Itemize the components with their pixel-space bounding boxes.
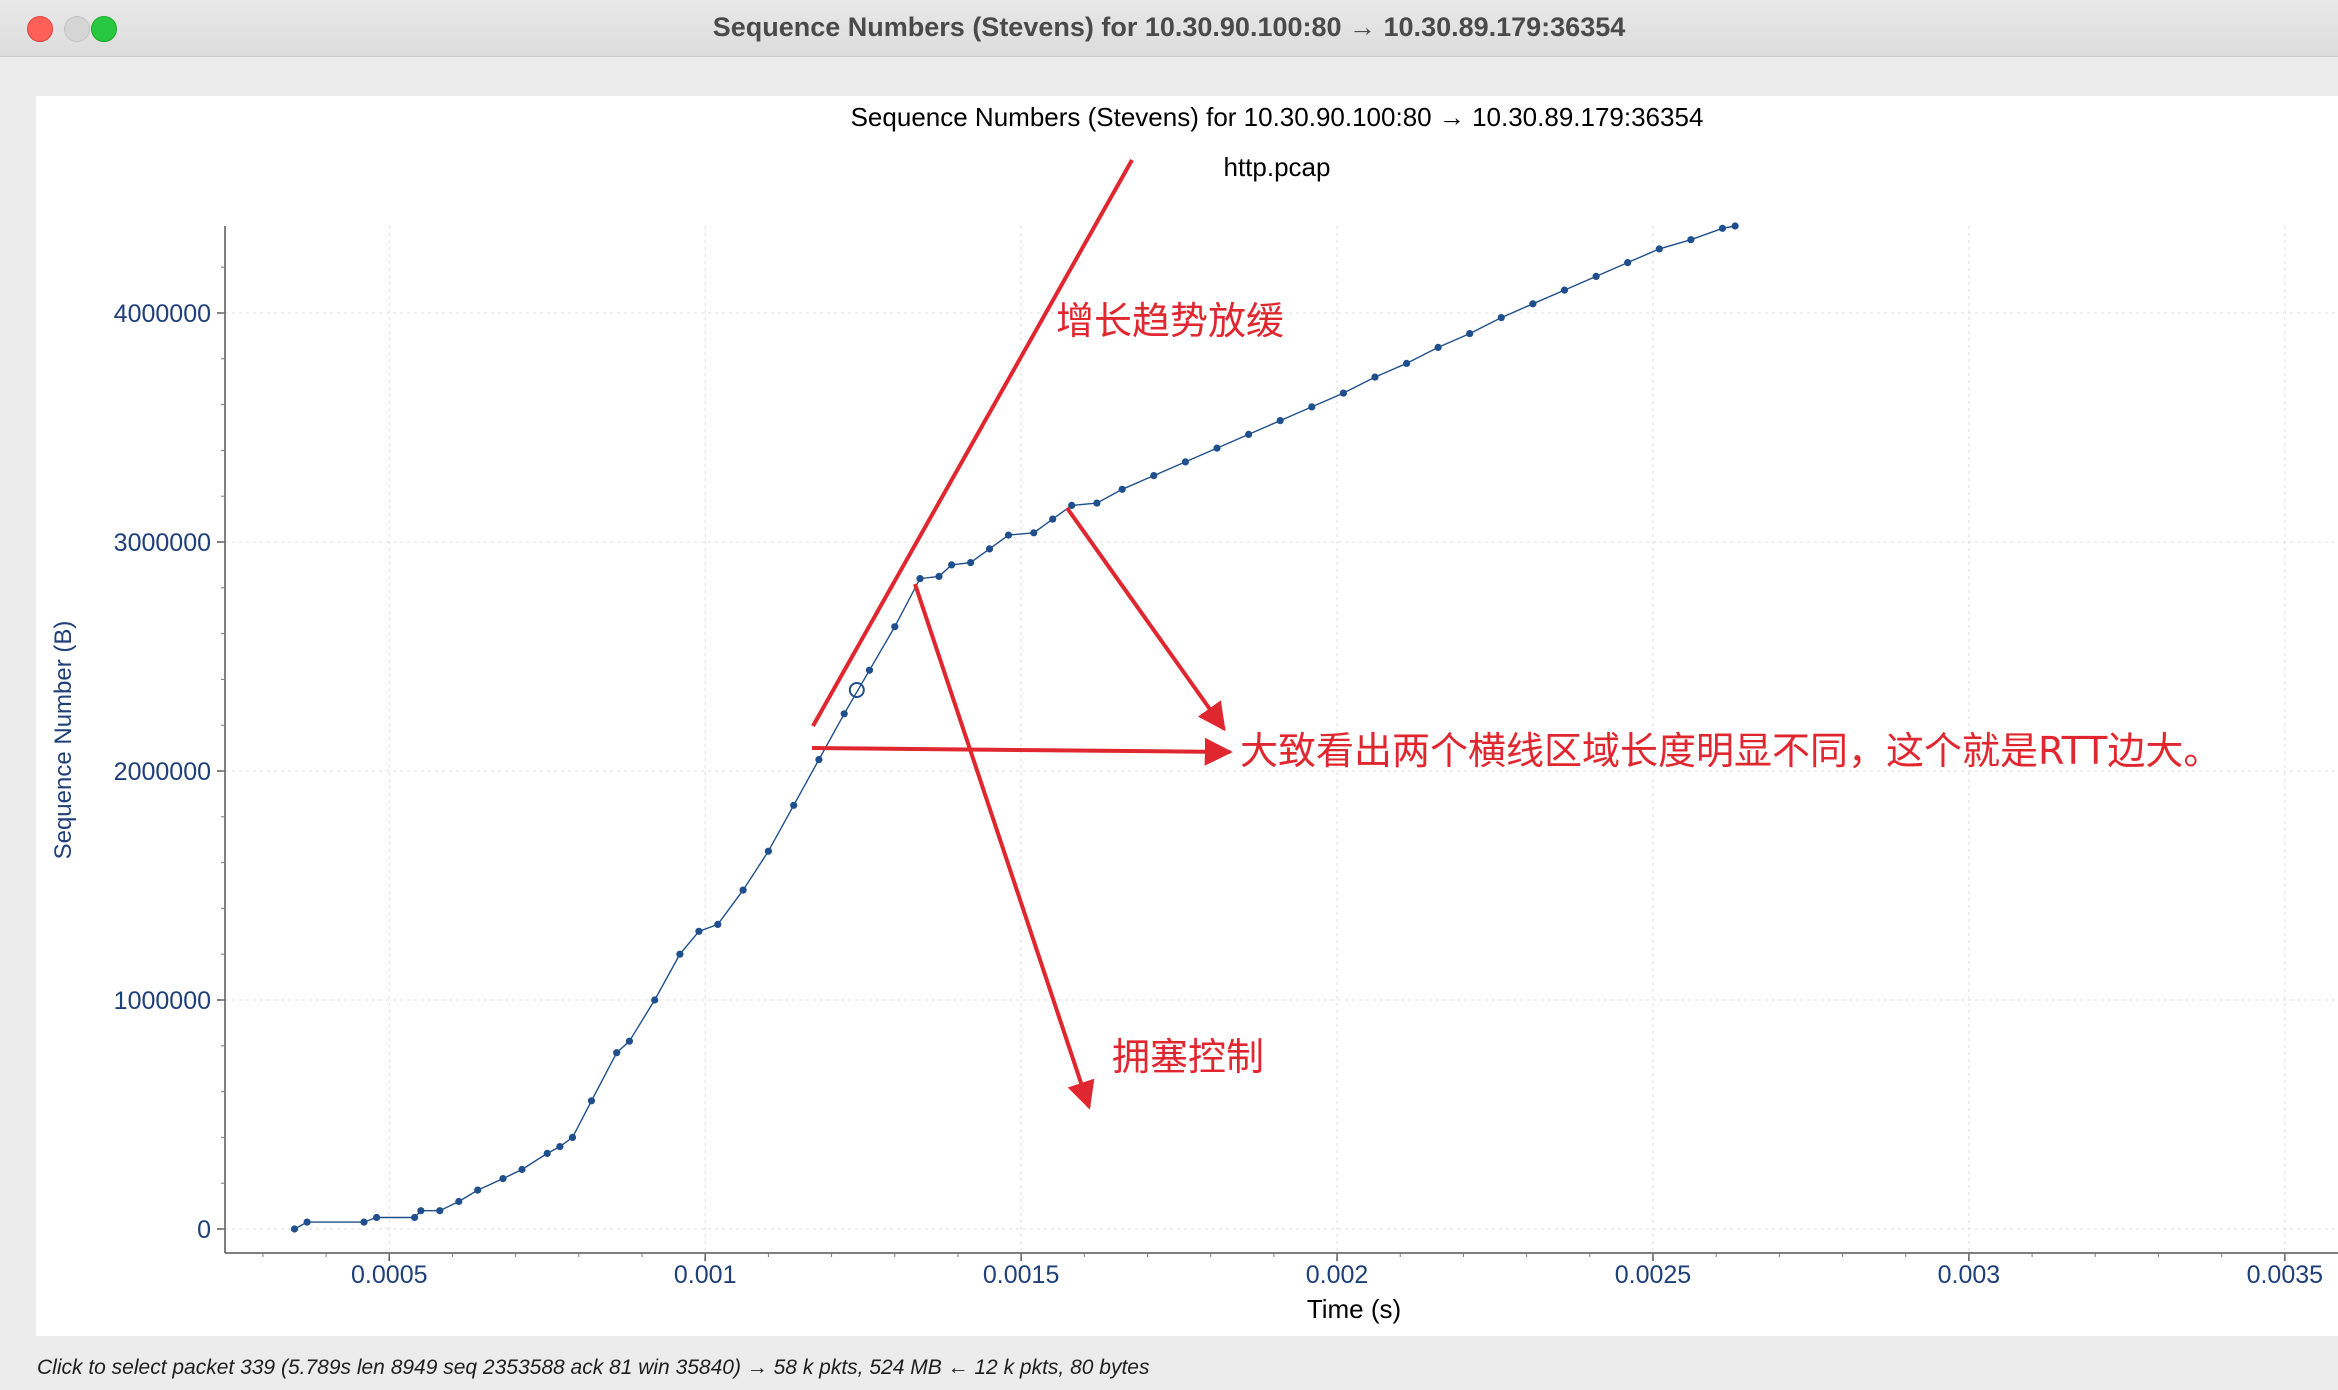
data-point[interactable] (373, 1213, 381, 1222)
data-point[interactable] (1718, 224, 1727, 232)
stevens-graph[interactable]: Sequence Numbers (Stevens) for 10.30.90.… (36, 96, 2338, 1336)
data-point[interactable] (518, 1165, 526, 1174)
data-point[interactable] (1245, 430, 1253, 438)
data-point[interactable] (1624, 259, 1632, 267)
data-point[interactable] (1093, 499, 1101, 507)
data-point[interactable] (1731, 222, 1739, 230)
data-point[interactable] (764, 847, 773, 855)
data-point[interactable] (1276, 417, 1284, 425)
data-point[interactable] (303, 1218, 311, 1226)
congestion-annotation: 拥塞控制 (1112, 1035, 1264, 1079)
data-point[interactable] (1030, 529, 1038, 537)
data-point[interactable] (967, 559, 975, 567)
x-tick-label: 0.0025 (1615, 1261, 1691, 1289)
congestion-arrow (913, 583, 1095, 1110)
window-title: Sequence Numbers (Stevens) for 10.30.90.… (712, 12, 1626, 42)
data-point[interactable] (625, 1037, 634, 1045)
data-point[interactable] (1181, 458, 1189, 466)
data-point[interactable] (891, 623, 899, 631)
data-point[interactable] (411, 1213, 419, 1222)
data-point[interactable] (1068, 501, 1076, 509)
x-axis-label: Time (s) (1307, 1294, 1401, 1324)
plot-panel[interactable]: Sequence Numbers (Stevens) for 10.30.90.… (36, 96, 2338, 1336)
slowdown-annotation: 增长趋势放缓 (1056, 299, 1284, 343)
data-point[interactable] (1371, 373, 1379, 381)
data-point[interactable] (436, 1207, 444, 1215)
data-point[interactable] (714, 920, 722, 929)
annotations: 增长趋势放缓 大致看出两个横线区域长度明显不同，这个就是RTT边大。 拥塞控制 (811, 159, 2221, 1110)
x-tick-labels: 0.0005 0.001 0.0015 0.002 0.0025 0.003 0.0035 (262, 1253, 2323, 1289)
y-tick-label: 0 (197, 1216, 211, 1244)
data-point[interactable] (1560, 286, 1569, 294)
x-tick-label: 0.003 (1938, 1261, 2001, 1289)
rtt-arrow-lower (811, 737, 1233, 766)
data-point[interactable] (1004, 531, 1013, 539)
data-point[interactable] (499, 1175, 507, 1183)
data-point[interactable] (815, 756, 823, 764)
data-point[interactable] (613, 1049, 621, 1057)
data-point[interactable] (935, 572, 943, 580)
data-point[interactable] (1592, 272, 1600, 280)
data-point[interactable] (739, 886, 747, 894)
data-point[interactable] (651, 996, 659, 1004)
data-point[interactable] (1687, 236, 1695, 244)
close-window-button[interactable] (27, 16, 53, 42)
y-tick-label: 2000000 (114, 758, 211, 786)
data-point[interactable] (417, 1207, 425, 1215)
data-point[interactable] (1308, 403, 1316, 411)
data-point[interactable] (1497, 314, 1505, 322)
y-axis-label: Sequence Number (B) (50, 621, 77, 860)
data-point[interactable] (985, 545, 994, 553)
data-point[interactable] (1466, 330, 1474, 338)
zoom-window-button[interactable] (91, 16, 117, 42)
data-point[interactable] (568, 1133, 577, 1141)
grid-lines (225, 226, 2338, 1253)
y-tick-label: 3000000 (114, 529, 211, 557)
rtt-annotation: 大致看出两个横线区域长度明显不同，这个就是RTT边大。 (1240, 729, 2221, 773)
data-point[interactable] (1150, 472, 1158, 480)
data-point[interactable] (1529, 300, 1537, 308)
data-point[interactable] (1655, 245, 1663, 253)
y-tick-label: 4000000 (114, 300, 211, 328)
data-point[interactable] (865, 666, 874, 674)
data-point[interactable] (1434, 343, 1442, 351)
data-point[interactable] (676, 950, 684, 958)
data-point[interactable] (474, 1186, 482, 1194)
series-line (294, 225, 1736, 1230)
data-point[interactable] (840, 710, 848, 718)
plot-subtitle: http.pcap (1224, 152, 1331, 182)
data-point[interactable] (1213, 444, 1221, 452)
data-point[interactable] (543, 1149, 551, 1157)
data-point[interactable] (455, 1197, 463, 1206)
x-tick-label: 0.0035 (2247, 1261, 2323, 1289)
minimize-window-button[interactable] (64, 16, 90, 42)
axes (224, 226, 2338, 1254)
data-point[interactable] (1049, 515, 1057, 523)
x-tick-label: 0.002 (1306, 1261, 1369, 1289)
rtt-arrow-upper (1065, 506, 1226, 732)
data-point[interactable] (556, 1143, 564, 1151)
data-point[interactable] (916, 575, 924, 583)
data-point[interactable] (1118, 485, 1126, 493)
sequence-series[interactable] (290, 222, 1739, 1233)
data-point[interactable] (587, 1097, 596, 1105)
data-point[interactable] (948, 561, 956, 569)
data-point[interactable] (790, 801, 798, 809)
x-tick-label: 0.001 (674, 1261, 737, 1289)
y-tick-labels: 0 1000000 2000000 3000000 4000000 (114, 266, 225, 1244)
window-titlebar: Sequence Numbers (Stevens) for 10.30.90.… (0, 0, 2338, 57)
data-point[interactable] (1339, 389, 1347, 397)
data-point[interactable] (290, 1225, 299, 1233)
data-point[interactable] (1403, 359, 1411, 367)
data-point[interactable] (360, 1218, 368, 1226)
status-bar: Click to select packet 339 (5.789s len 8… (37, 1356, 1150, 1379)
x-tick-label: 0.0015 (983, 1261, 1059, 1289)
plot-title: Sequence Numbers (Stevens) for 10.30.90.… (851, 102, 1704, 132)
y-tick-label: 1000000 (114, 987, 211, 1015)
slowdown-trend-line (811, 159, 1134, 727)
selected-packet-marker[interactable] (848, 682, 865, 698)
x-tick-label: 0.0005 (351, 1261, 427, 1289)
data-point[interactable] (695, 927, 703, 935)
